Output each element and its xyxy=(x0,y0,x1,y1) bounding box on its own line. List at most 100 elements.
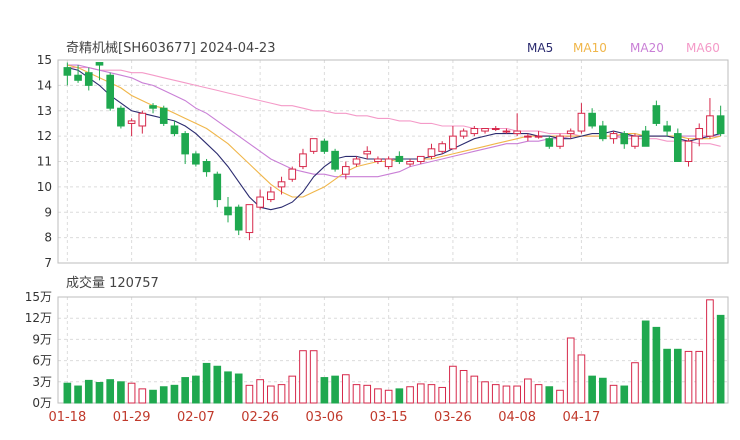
candle-body xyxy=(641,130,650,147)
price-grid xyxy=(58,60,728,263)
volume-bar xyxy=(449,365,457,404)
candle-body xyxy=(524,135,532,138)
candle xyxy=(406,158,414,167)
volume-grid xyxy=(58,297,728,403)
volume-bar xyxy=(502,385,511,404)
candle-body xyxy=(706,115,714,137)
candle-body xyxy=(556,135,564,147)
volume-bar xyxy=(609,384,618,404)
volume-bar xyxy=(695,350,704,404)
candle xyxy=(652,100,661,126)
volume-panel-frame xyxy=(57,296,729,404)
volume-bar xyxy=(663,348,671,404)
candle-body xyxy=(609,133,618,140)
candle xyxy=(234,204,243,236)
candle xyxy=(192,151,200,167)
candle xyxy=(288,166,297,182)
candle-body xyxy=(663,125,671,132)
volume-bar xyxy=(641,320,650,404)
price-tick-label: 15 xyxy=(37,53,52,67)
candle-body xyxy=(427,148,436,157)
price-tick-label: 10 xyxy=(37,180,52,194)
volume-bar xyxy=(63,382,72,404)
candle xyxy=(395,151,404,165)
volume-bar xyxy=(566,337,575,404)
candle-body xyxy=(449,135,457,150)
price-panel-frame xyxy=(57,59,729,264)
volume-bar xyxy=(599,377,607,404)
volume-tick-label: 3万 xyxy=(32,375,52,389)
volume-bar xyxy=(170,384,179,404)
candle xyxy=(384,156,393,170)
price-y-axis: 15 14 13 12 11 10 9 8 7 xyxy=(37,53,52,270)
volume-bar xyxy=(374,388,382,404)
candle xyxy=(341,161,350,180)
date-tick-label: 03-06 xyxy=(305,410,343,425)
chart-title: 奇精机械[SH603677] 2024-04-23 xyxy=(66,40,275,56)
candle-body xyxy=(149,105,157,109)
candle xyxy=(524,133,532,142)
candle-body xyxy=(74,74,82,81)
candle xyxy=(534,131,543,139)
volume-bar xyxy=(459,369,468,404)
candle xyxy=(159,105,168,126)
date-tick-label: 01-18 xyxy=(48,410,86,425)
candle xyxy=(267,186,275,203)
candle-body xyxy=(170,125,179,135)
candle xyxy=(577,103,586,134)
candle-body xyxy=(374,158,382,162)
volume-bar xyxy=(684,350,693,404)
candle xyxy=(684,138,693,167)
candle xyxy=(491,125,500,132)
volume-bar xyxy=(384,389,393,404)
volume-bar xyxy=(299,350,307,404)
legend-ma20: MA20 xyxy=(630,41,664,55)
volume-bar xyxy=(341,374,350,404)
candle-body xyxy=(470,128,479,135)
volume-bar xyxy=(127,382,136,404)
candle-body xyxy=(599,125,607,140)
volume-bar xyxy=(534,384,543,404)
candle-body xyxy=(341,166,350,175)
volume-bar xyxy=(213,365,222,404)
candle xyxy=(609,131,618,144)
candle-body xyxy=(352,158,361,165)
volume-bar xyxy=(106,379,115,404)
candle-body xyxy=(202,161,211,173)
volume-bar xyxy=(470,375,479,404)
volume-bar xyxy=(234,373,243,404)
candle-body xyxy=(117,107,125,127)
volume-bar xyxy=(577,354,586,404)
volume-bar xyxy=(331,375,339,404)
volume-bars xyxy=(63,299,725,404)
volume-bar xyxy=(267,385,275,404)
legend-ma10: MA10 xyxy=(573,41,607,55)
candle-body xyxy=(534,135,543,138)
candle-body xyxy=(234,206,243,231)
price-tick-label: 13 xyxy=(37,104,52,118)
volume-bar xyxy=(395,388,404,404)
volume-bar xyxy=(416,383,425,404)
candle-body xyxy=(95,62,104,66)
legend-ma5: MA5 xyxy=(527,41,553,55)
price-tick-label: 9 xyxy=(44,205,52,219)
candle xyxy=(513,113,521,137)
volume-tick-label: 15万 xyxy=(25,290,52,304)
legend-ma60: MA60 xyxy=(686,41,720,55)
volume-bar xyxy=(352,384,361,404)
candle xyxy=(138,110,147,134)
price-tick-label: 11 xyxy=(37,155,52,169)
candle xyxy=(170,120,179,137)
candle-body xyxy=(395,155,404,163)
volume-bar xyxy=(181,377,189,404)
candle-body xyxy=(577,112,586,132)
candle-body xyxy=(502,130,511,133)
volume-bar xyxy=(192,375,200,404)
candlesticks xyxy=(63,62,725,241)
candle xyxy=(449,125,457,150)
candle-body xyxy=(545,138,554,147)
volume-bar xyxy=(309,350,318,404)
candle xyxy=(631,133,639,149)
candle xyxy=(599,120,607,142)
